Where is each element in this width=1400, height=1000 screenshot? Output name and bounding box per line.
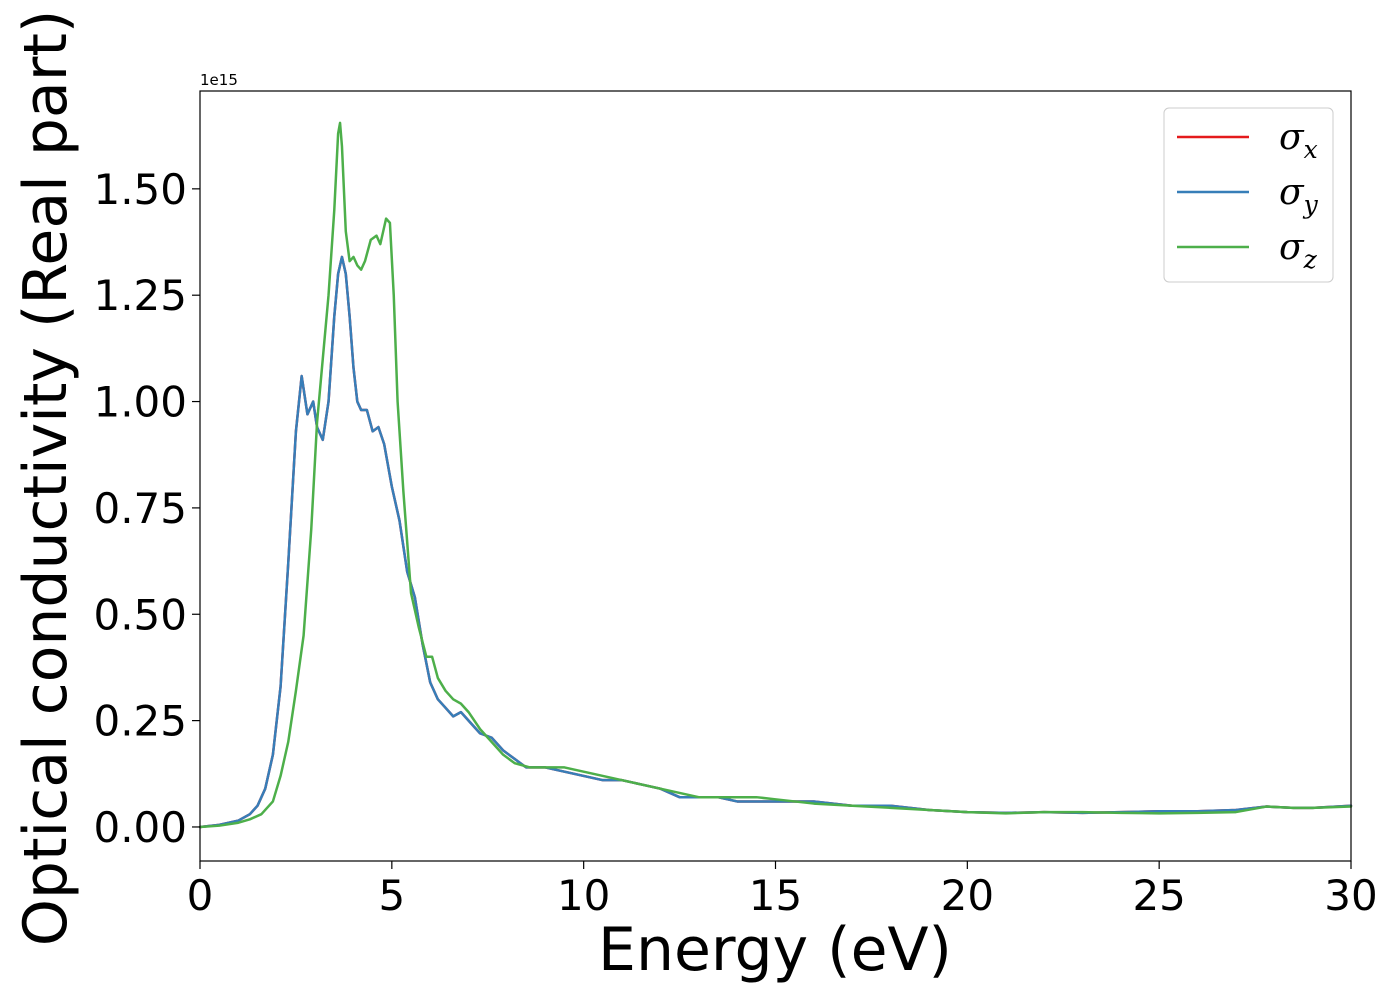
y-axis-label: Optical conductivity (Real part): [11, 10, 81, 947]
y-tick-label: 0.50: [93, 590, 187, 639]
x-tick-label: 5: [378, 871, 405, 920]
y-scale-label: 1e15: [200, 71, 238, 89]
y-tick-label: 0.75: [93, 484, 187, 533]
legend-box: [1163, 107, 1334, 283]
plot-lines: [198, 121, 1353, 829]
x-axis-label: Energy (eV): [598, 915, 952, 985]
x-tick-label: 10: [557, 871, 610, 920]
series-line-y: [198, 255, 1353, 829]
x-axis-ticks: 0 5 10 15 20 25 30: [187, 861, 1378, 920]
legend-label-z: σz: [1279, 227, 1318, 274]
y-tick-label: 1.00: [93, 378, 187, 427]
y-axis-ticks: 0.00 0.25 0.50 0.75 1.00 1.25 1.50: [93, 165, 200, 852]
y-tick-label: 1.50: [93, 165, 187, 214]
y-tick-label: 0.00: [93, 803, 187, 852]
x-tick-label: 0: [187, 871, 214, 920]
y-tick-label: 1.25: [93, 271, 187, 320]
x-tick-label: 25: [1132, 871, 1185, 920]
x-tick-label: 30: [1324, 871, 1377, 920]
x-tick-label: 15: [749, 871, 802, 920]
series-line-z: [198, 121, 1353, 829]
x-tick-label: 20: [941, 871, 994, 920]
y-tick-label: 0.25: [93, 697, 187, 746]
series-line-x: [198, 255, 1353, 829]
